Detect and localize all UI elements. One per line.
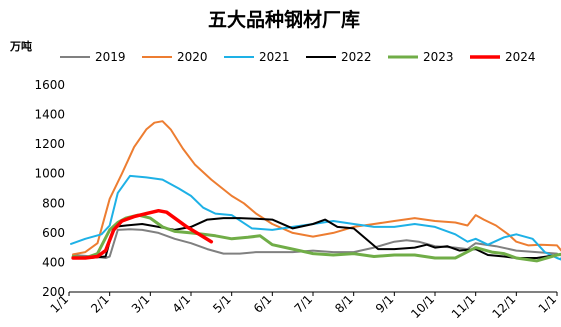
- y-axis: 200 400 600 800 1000 1200 1400 1600: [34, 78, 65, 299]
- series-layer: [70, 120, 561, 263]
- y-tick-label: 400: [42, 255, 65, 269]
- y-tick-label: 200: [42, 285, 65, 299]
- series-line-2020: [72, 120, 561, 256]
- legend-label-2021: 2021: [259, 50, 290, 64]
- y-tick-label: 800: [42, 196, 65, 210]
- legend-label-2023: 2023: [423, 50, 454, 64]
- series-line-2021: [70, 174, 561, 261]
- legend-label-2020: 2020: [177, 50, 208, 64]
- y-tick-label: 1600: [34, 78, 65, 92]
- y-tick-label: 1000: [34, 167, 65, 181]
- chart-title: 五大品种钢材厂库: [208, 8, 360, 31]
- legend: 2019 2020 2021 2022 2023 2024: [60, 50, 536, 64]
- legend-label-2019: 2019: [95, 50, 126, 64]
- legend-label-2024: 2024: [505, 50, 536, 64]
- y-tick-label: 1200: [34, 137, 65, 151]
- y-tick-label: 1400: [34, 108, 65, 122]
- legend-label-2022: 2022: [341, 50, 372, 64]
- y-tick-label: 600: [42, 226, 65, 240]
- y-unit-label: 万吨: [9, 39, 32, 53]
- series-line-2024: [71, 208, 214, 260]
